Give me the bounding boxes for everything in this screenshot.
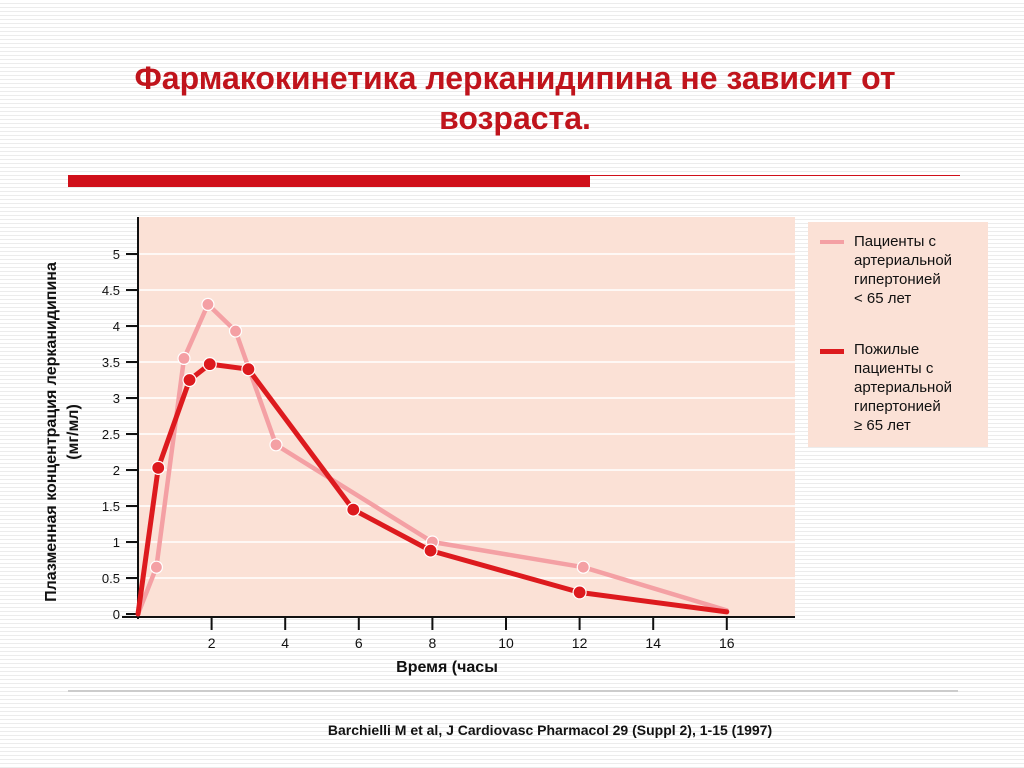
y-tick-label-9: 4.5 xyxy=(102,283,120,298)
x-tick-label-3: 8 xyxy=(429,635,437,651)
series-0-point-3 xyxy=(201,297,215,311)
footer-divider xyxy=(68,690,958,692)
series-1-point-6 xyxy=(423,543,438,558)
citation: Barchielli M et al, J Cardiovasc Pharmac… xyxy=(327,722,773,738)
x-tick-label-4: 10 xyxy=(498,635,514,651)
series-1-point-3 xyxy=(202,357,217,372)
series-0-point-5 xyxy=(269,438,283,452)
x-tick-label-1: 4 xyxy=(281,635,289,651)
y-tick-label-4: 2 xyxy=(113,463,120,478)
y-tick-label-10: 5 xyxy=(113,247,120,262)
series-0-point-2 xyxy=(177,351,191,365)
y-tick-label-7: 3.5 xyxy=(102,355,120,370)
series-1-point-7 xyxy=(572,585,587,600)
legend-label-young: Пациенты с артериальной гипертонией < 65… xyxy=(854,233,953,307)
x-tick-label-2: 6 xyxy=(355,635,363,651)
plot-area xyxy=(138,217,795,617)
y-tick-label-0: 0 xyxy=(113,607,120,622)
x-tick-label-5: 12 xyxy=(572,635,588,651)
legend-swatch-elderly xyxy=(820,349,844,354)
title-line-1: Фармакокинетика лерканидипина не зависит… xyxy=(134,60,896,96)
y-axis-label: Плазменная концентрация лерканидипина (мг… xyxy=(43,262,82,602)
title-accent-line xyxy=(590,175,960,176)
x-tick-label-0: 2 xyxy=(208,635,216,651)
series-0-point-7 xyxy=(576,560,590,574)
y-axis-label-line-1: Плазменная концентрация лерканидипина xyxy=(43,262,60,602)
title-line-2: возраста. xyxy=(439,100,591,136)
x-axis-label: Время (часы xyxy=(396,659,498,676)
legend-swatch-young xyxy=(820,240,844,244)
y-tick-label-1: 0.5 xyxy=(102,571,120,586)
x-tick-label-6: 14 xyxy=(645,635,661,651)
y-tick-label-8: 4 xyxy=(113,319,120,334)
series-1-point-1 xyxy=(151,460,166,475)
y-tick-label-3: 1.5 xyxy=(102,499,120,514)
series-1-point-5 xyxy=(346,502,361,517)
series-0-point-1 xyxy=(149,560,163,574)
chart-legend: Пациенты с артериальной гипертонией < 65… xyxy=(808,222,988,447)
y-tick-label-5: 2.5 xyxy=(102,427,120,442)
title-accent-bar xyxy=(68,175,590,187)
page-title: Фармакокинетика лерканидипина не зависит… xyxy=(60,58,970,138)
y-tick-label-2: 1 xyxy=(113,535,120,550)
y-tick-label-6: 3 xyxy=(113,391,120,406)
x-tick-label-7: 16 xyxy=(719,635,735,651)
legend-label-elderly: Пожилые пациенты с артериальной гипертон… xyxy=(854,341,953,434)
series-0-point-4 xyxy=(228,324,243,338)
series-1-point-4 xyxy=(241,362,256,377)
y-axis-label-line-2: (мг/мл) xyxy=(65,404,82,460)
series-1-point-2 xyxy=(182,372,197,388)
